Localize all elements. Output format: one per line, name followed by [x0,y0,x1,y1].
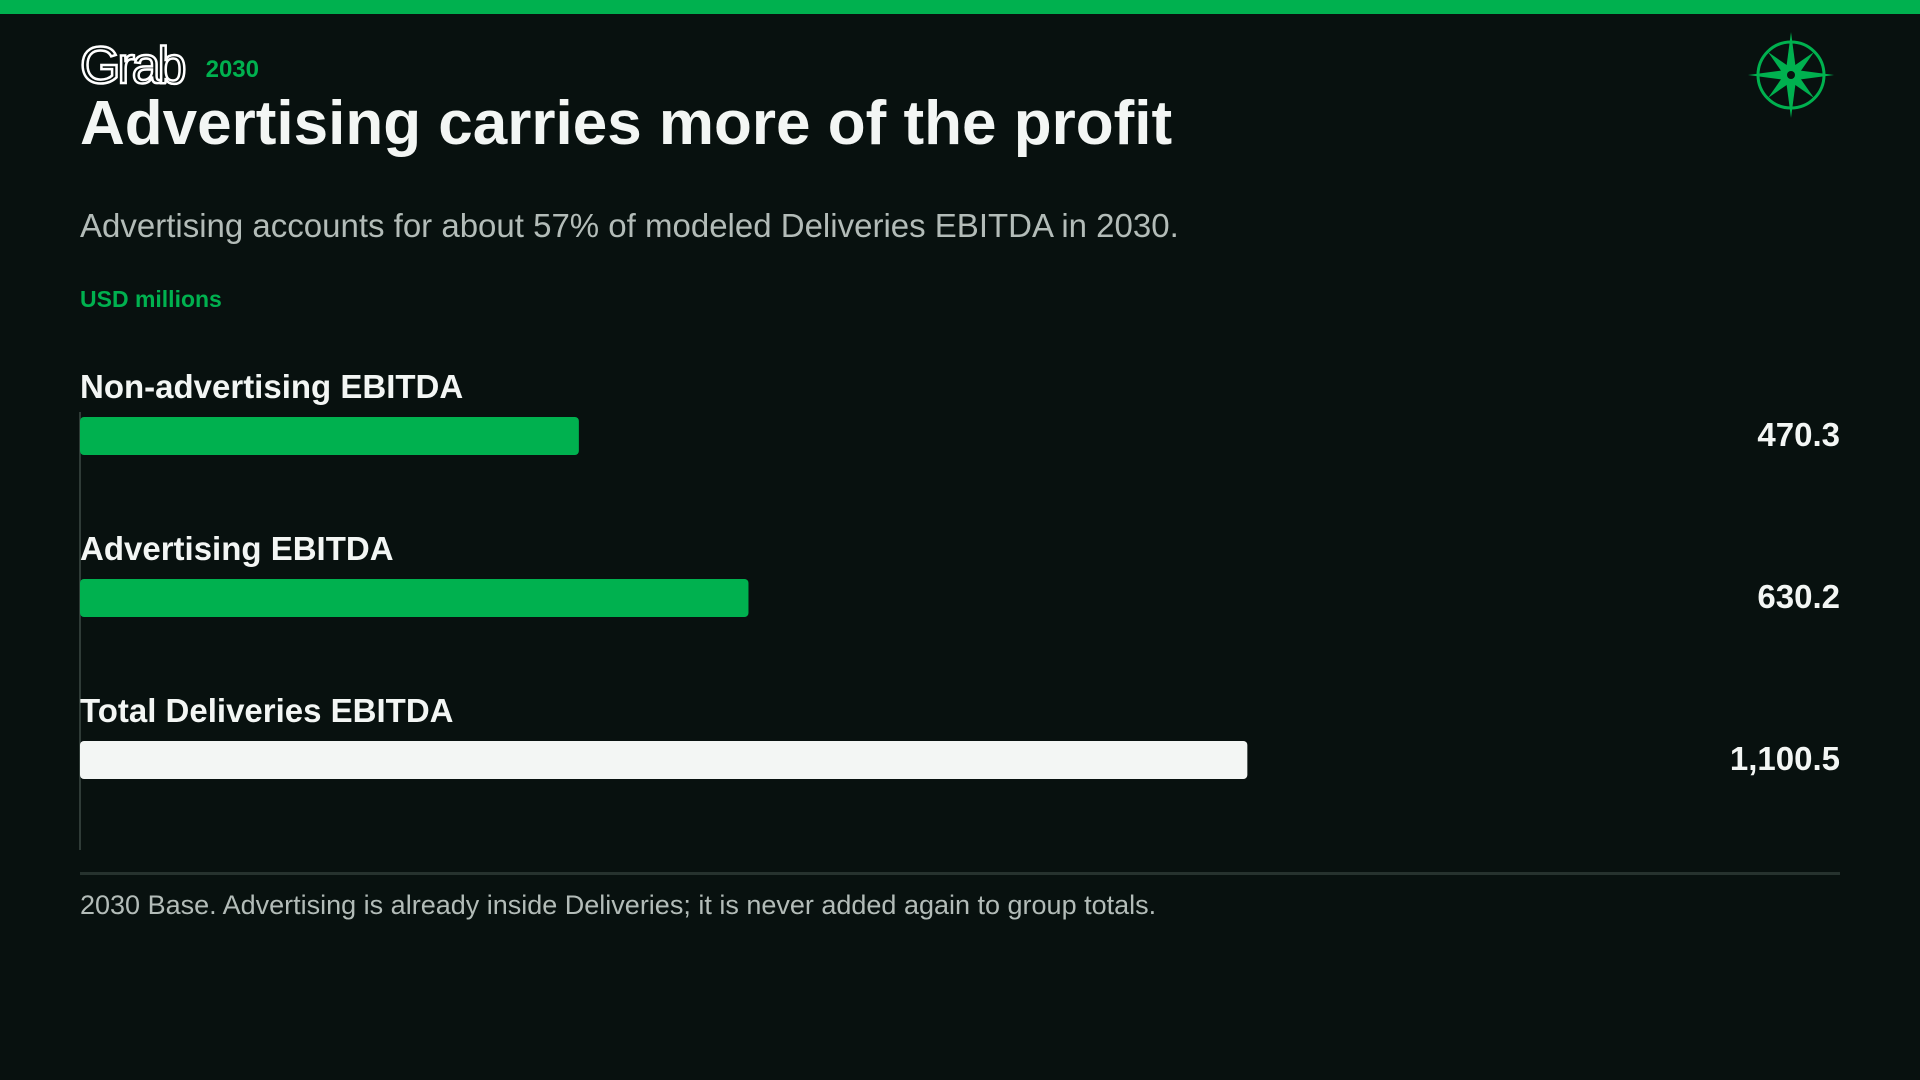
page-title: Advertising carries more of the profit [80,89,1173,158]
brand-header: Grab 2030 [79,37,259,96]
value-label: 630.2 [1757,578,1840,615]
brand-year: 2030 [205,56,259,83]
value-label: 1,100.5 [1730,740,1840,777]
grab-logo: Grab [79,37,188,95]
top-accent-bar [0,0,1920,14]
category-label: Advertising EBITDA [80,530,394,567]
compass-rose-icon [1748,32,1834,118]
category-label: Total Deliveries EBITDA [80,692,454,729]
footer-divider [80,872,1840,875]
bar [80,741,1248,779]
unit-label: USD millions [80,286,222,312]
page-subtitle: Advertising accounts for about 57% of mo… [80,207,1179,244]
category-label: Non-advertising EBITDA [80,368,463,405]
bar [80,417,579,455]
value-label: 470.3 [1757,416,1840,453]
bar [80,579,749,617]
footer-note: 2030 Base. Advertising is already inside… [80,890,1157,920]
